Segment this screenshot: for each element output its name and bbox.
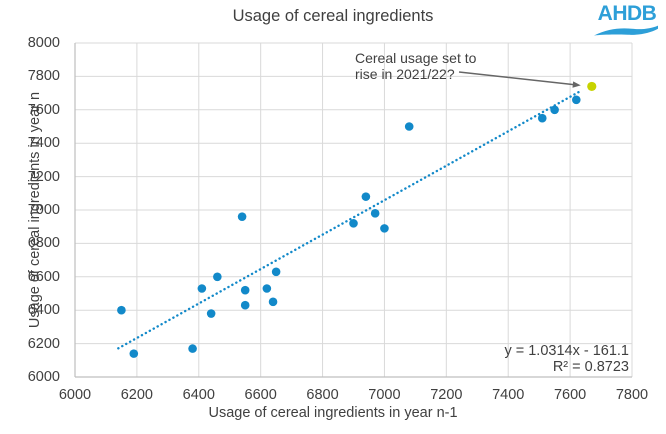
x-tick-label: 6400 [182, 387, 215, 403]
scatter-point-forecast-2021-22 [587, 81, 597, 92]
x-tick-label: 6000 [58, 387, 92, 403]
ahdb-logo-text: AHDB [597, 2, 657, 25]
ahdb-logo-wave-icon [594, 25, 658, 36]
scatter-point-historic-usage [117, 305, 126, 315]
y-tick-label: 6400 [27, 302, 60, 319]
x-tick-label: 7000 [368, 387, 401, 403]
x-tick-label: 6200 [120, 387, 153, 403]
scatter-point-historic-usage [237, 212, 247, 221]
r-squared-value: R² = 0.8723 [552, 359, 629, 375]
x-tick-label: 7800 [615, 387, 649, 403]
annotation-callout: Cereal usage set to rise in 2021/22? [355, 50, 477, 82]
x-tick-label: 6600 [244, 387, 277, 403]
y-tick-label: 7400 [27, 135, 60, 152]
x-tick-label: 7200 [430, 387, 463, 403]
annotation-line1: Cereal usage set to [355, 50, 477, 66]
annotation-line2: rise in 2021/22? [355, 65, 455, 82]
scatter-point-historic-usage [370, 209, 380, 218]
annotation-arrow-line [458, 71, 577, 86]
y-tick-label: 7000 [27, 202, 60, 218]
trendline-equation: y = 1.0314x - 161.1 [504, 343, 629, 359]
y-tick-label: 7600 [27, 101, 60, 118]
scatter-point-historic-usage [572, 95, 581, 105]
scatter-point-historic-usage [537, 113, 547, 123]
y-tick-label: 6800 [27, 235, 60, 252]
scatter-point-historic-usage [380, 224, 389, 233]
scatter-point-historic-usage [197, 284, 207, 293]
scatter-point-historic-usage [188, 344, 197, 353]
scatter-point-historic-usage [404, 122, 414, 131]
annotation-arrowhead-icon [572, 81, 581, 88]
x-axis-title: Usage of cereal ingredients in year n-1 [208, 405, 458, 421]
scatter-point-historic-usage [240, 300, 250, 310]
trendline-stats: y = 1.0314x - 161.1 R² = 0.8723 [504, 343, 629, 375]
scatter-point-historic-usage [550, 105, 559, 115]
scatter-point-historic-usage [361, 192, 371, 201]
y-tick-label: 7800 [27, 68, 60, 85]
y-tick-label: 6200 [27, 335, 60, 352]
y-tick-label: 6000 [27, 369, 60, 385]
scatter-point-historic-usage [268, 297, 278, 307]
y-tick-label: 6600 [27, 268, 60, 285]
y-tick-label: 8000 [27, 35, 60, 51]
y-tick-label: 7200 [27, 168, 60, 185]
chart-title: Usage of cereal ingredients [232, 7, 434, 25]
x-tick-label: 7600 [553, 387, 587, 403]
scatter-point-historic-usage [206, 309, 216, 318]
scatter-point-historic-usage [213, 272, 222, 282]
scatter-point-historic-usage [129, 349, 139, 358]
scatter-point-historic-usage [349, 219, 358, 228]
scatter-point-historic-usage [271, 267, 281, 277]
x-tick-label: 6800 [306, 387, 339, 403]
ahdb-logo: AHDB [594, 3, 660, 37]
x-tick-label: 7400 [492, 387, 525, 403]
scatter-point-historic-usage [240, 285, 250, 295]
scatter-point-historic-usage [262, 284, 272, 293]
